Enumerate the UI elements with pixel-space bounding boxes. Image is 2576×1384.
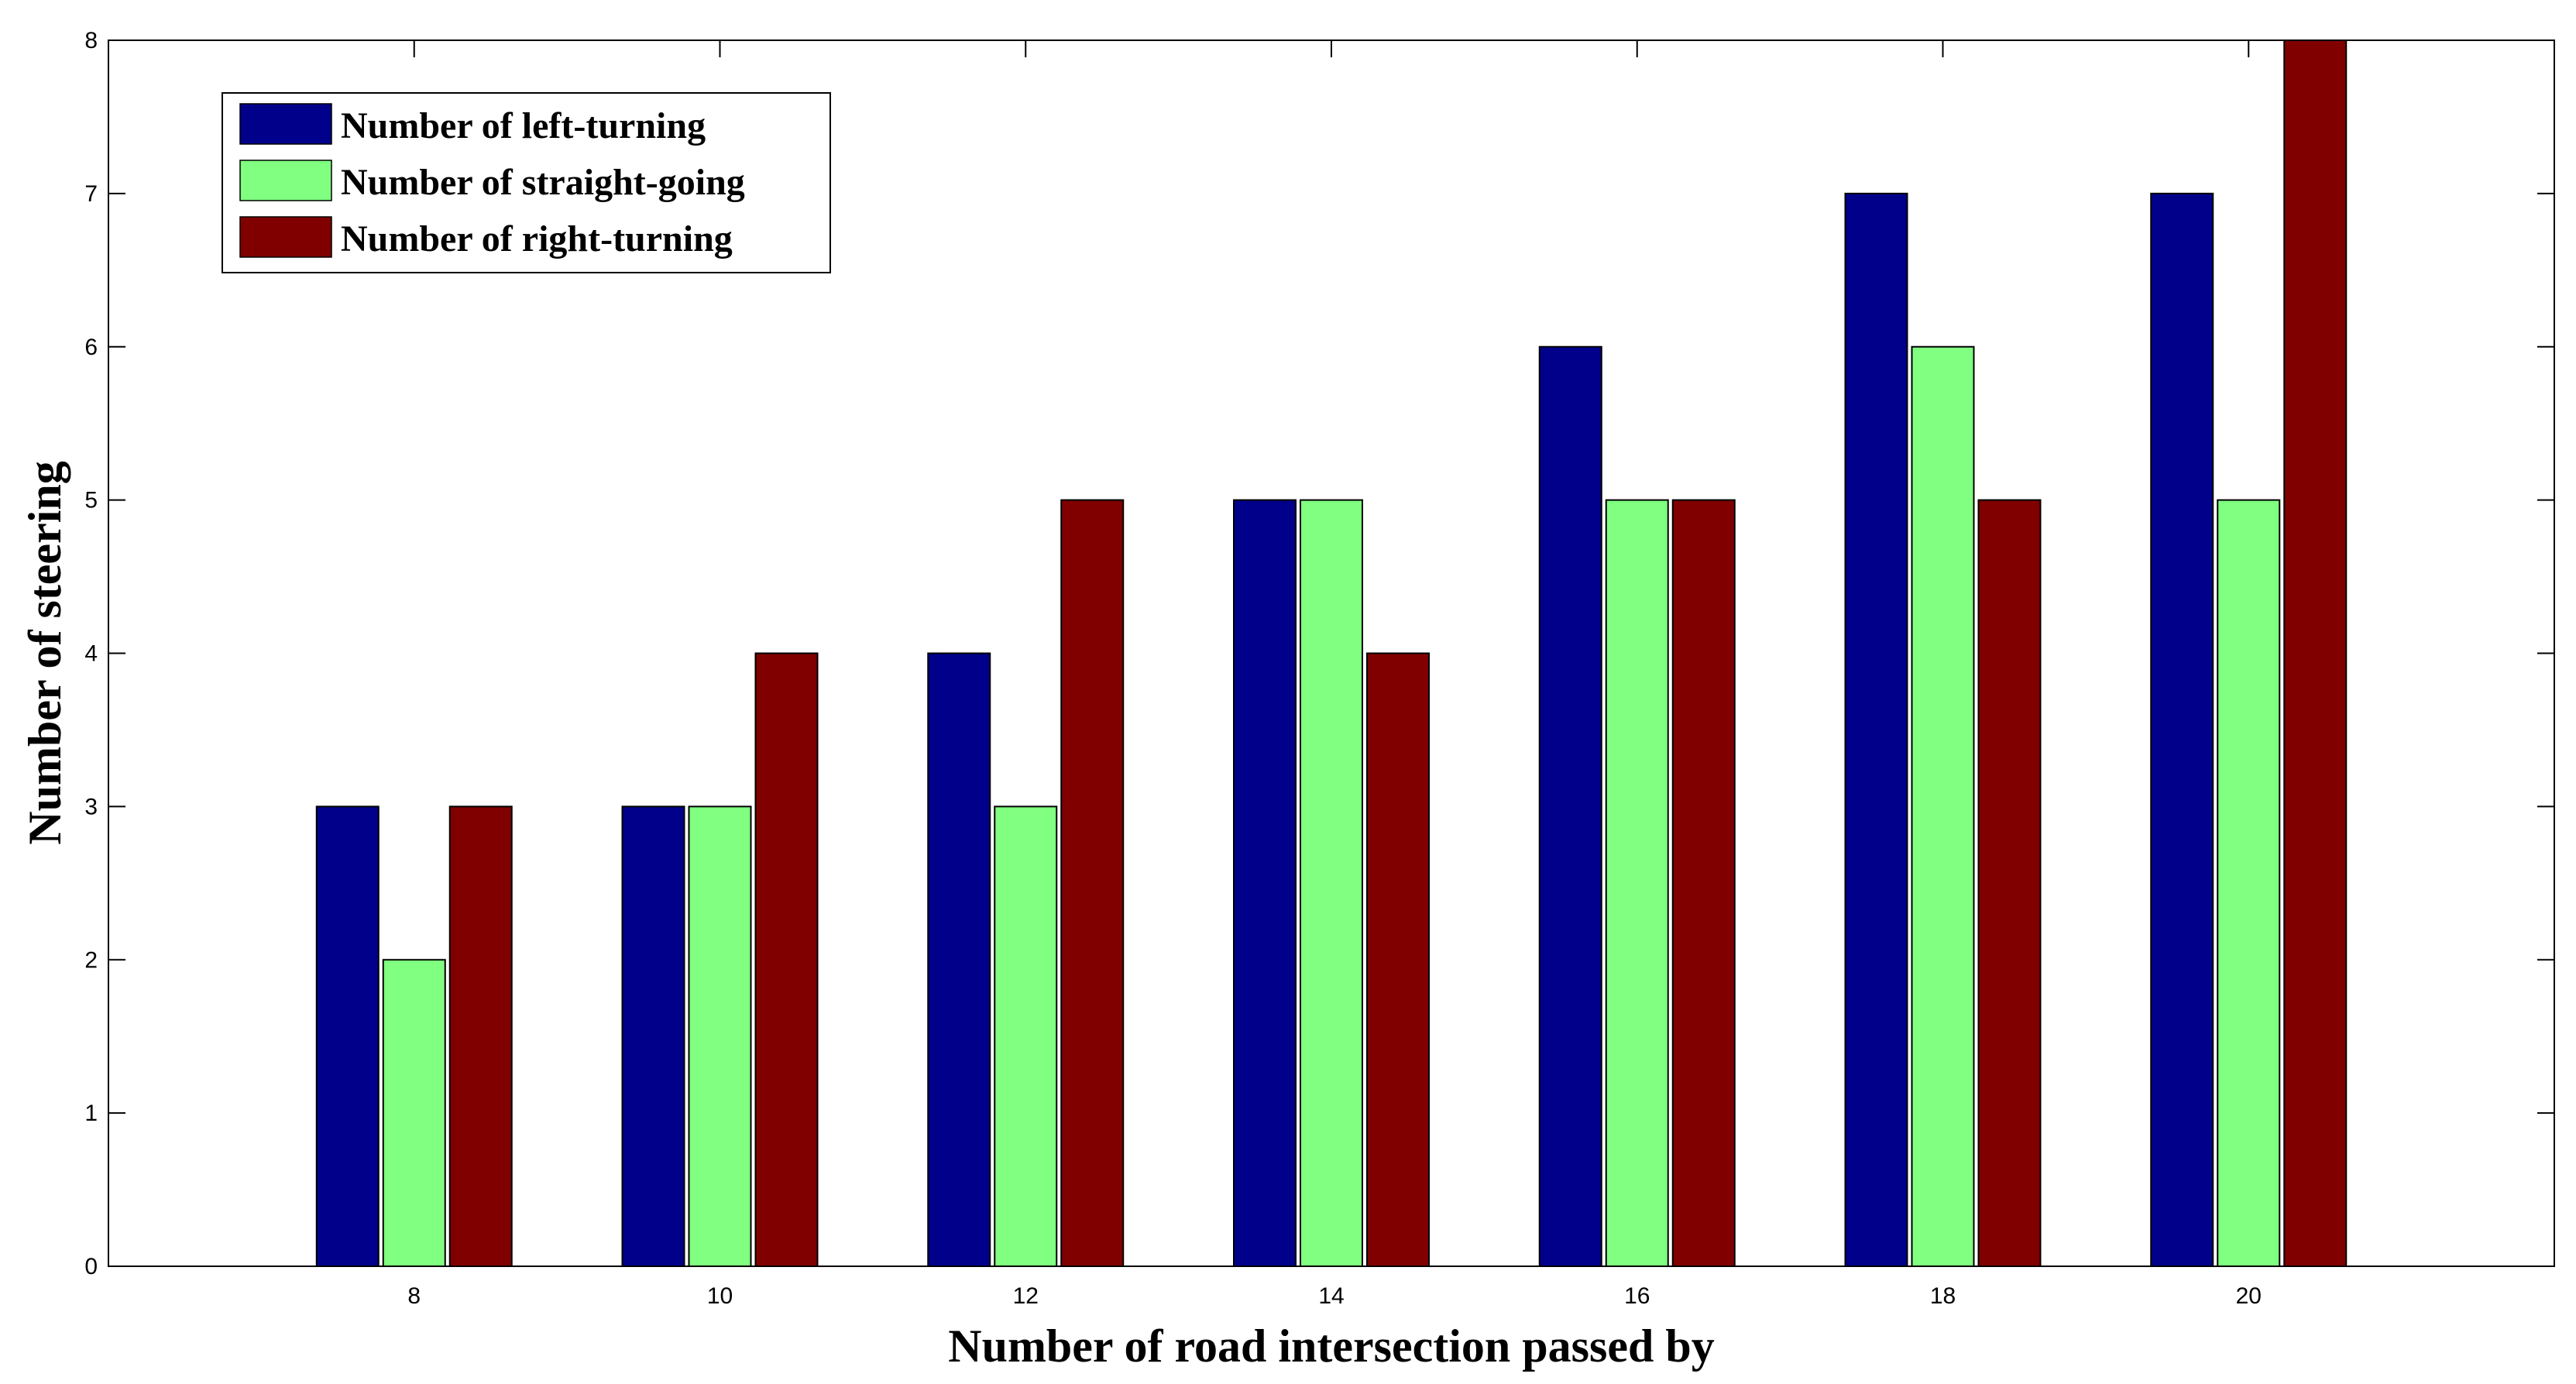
- bar-series-1-category-10: [688, 805, 752, 1267]
- legend-swatch-left-turning: [239, 103, 332, 145]
- x-tick-label: 18: [1930, 1283, 1956, 1309]
- y-tick-label: 5: [84, 488, 98, 513]
- x-tick-label: 10: [707, 1283, 733, 1309]
- bar-series-0-category-8: [315, 805, 380, 1267]
- y-tick-label: 0: [84, 1254, 98, 1279]
- legend-entry-right-turning: Number of right-turning: [239, 216, 733, 259]
- bar-series-1-category-12: [994, 805, 1058, 1267]
- bars: [315, 39, 2348, 1267]
- bar-series-1-category-8: [382, 959, 446, 1267]
- bar-series-0-category-10: [621, 805, 685, 1267]
- bar-series-2-category-10: [754, 652, 819, 1267]
- bar-series-0-category-18: [1844, 192, 1908, 1267]
- bar-series-1-category-16: [1605, 499, 1669, 1267]
- bar-series-2-category-12: [1060, 499, 1125, 1267]
- legend-swatch-right-turning: [239, 216, 332, 258]
- legend-swatch-straight-going: [239, 160, 332, 201]
- legend-label-right-turning: Number of right-turning: [341, 218, 733, 259]
- bar-series-0-category-16: [1538, 345, 1602, 1267]
- x-tick-label: 20: [2236, 1283, 2262, 1309]
- bar-series-2-category-8: [448, 805, 513, 1267]
- y-tick-label: 1: [84, 1101, 98, 1126]
- y-tick-label: 4: [84, 641, 98, 667]
- legend-entry-straight-going: Number of straight-going: [239, 160, 745, 203]
- y-tick-label: 6: [84, 335, 98, 360]
- bar-series-2-category-14: [1366, 652, 1430, 1267]
- legend-entry-left-turning: Number of left-turning: [239, 103, 706, 146]
- bar-series-2-category-20: [2283, 39, 2348, 1267]
- legend-label-straight-going: Number of straight-going: [341, 162, 745, 203]
- y-axis-title: Number of steering: [19, 461, 70, 844]
- x-tick-label: 14: [1318, 1283, 1344, 1309]
- bar-series-0-category-20: [2150, 192, 2214, 1267]
- bar-series-1-category-18: [1911, 345, 1975, 1267]
- bar-series-0-category-14: [1233, 499, 1297, 1267]
- bar-series-2-category-16: [1671, 499, 1736, 1267]
- x-tick-label: 8: [407, 1283, 421, 1309]
- y-axis: 0 1 2 3 4 5 6 7 8: [84, 28, 2554, 1279]
- bar-series-1-category-20: [2217, 499, 2281, 1267]
- y-tick-label: 8: [84, 28, 98, 53]
- y-tick-label: 2: [84, 947, 98, 973]
- legend-label-left-turning: Number of left-turning: [341, 105, 706, 146]
- bar-series-2-category-18: [1977, 499, 2042, 1267]
- bar-series-1-category-14: [1300, 499, 1363, 1267]
- x-axis-title: Number of road intersection passed by: [948, 1320, 1714, 1372]
- y-tick-label: 3: [84, 794, 98, 819]
- x-tick-label: 16: [1624, 1283, 1650, 1309]
- legend: Number of left-turning Number of straigh…: [222, 92, 831, 273]
- y-tick-label: 7: [84, 181, 98, 207]
- x-tick-label: 12: [1013, 1283, 1039, 1309]
- bar-series-0-category-12: [927, 652, 991, 1267]
